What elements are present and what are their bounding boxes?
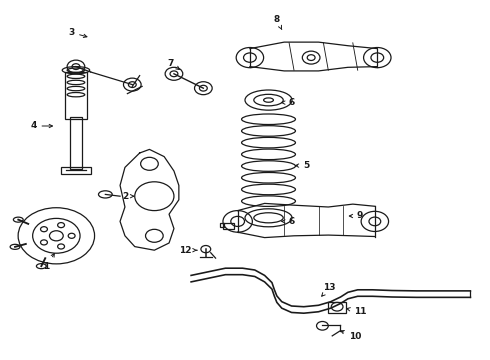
- Text: 1: 1: [44, 253, 54, 271]
- Text: 6: 6: [282, 217, 294, 226]
- Text: 9: 9: [349, 211, 364, 220]
- Text: 13: 13: [322, 284, 336, 296]
- Text: 7: 7: [167, 58, 179, 69]
- Text: 11: 11: [347, 307, 367, 316]
- Text: 3: 3: [68, 28, 87, 37]
- Text: 10: 10: [341, 330, 362, 341]
- Text: 12: 12: [179, 246, 197, 255]
- Text: 8: 8: [274, 15, 282, 30]
- Text: 2: 2: [122, 192, 134, 201]
- Text: 4: 4: [30, 122, 52, 130]
- Text: 6: 6: [282, 98, 294, 107]
- Text: 5: 5: [295, 161, 309, 170]
